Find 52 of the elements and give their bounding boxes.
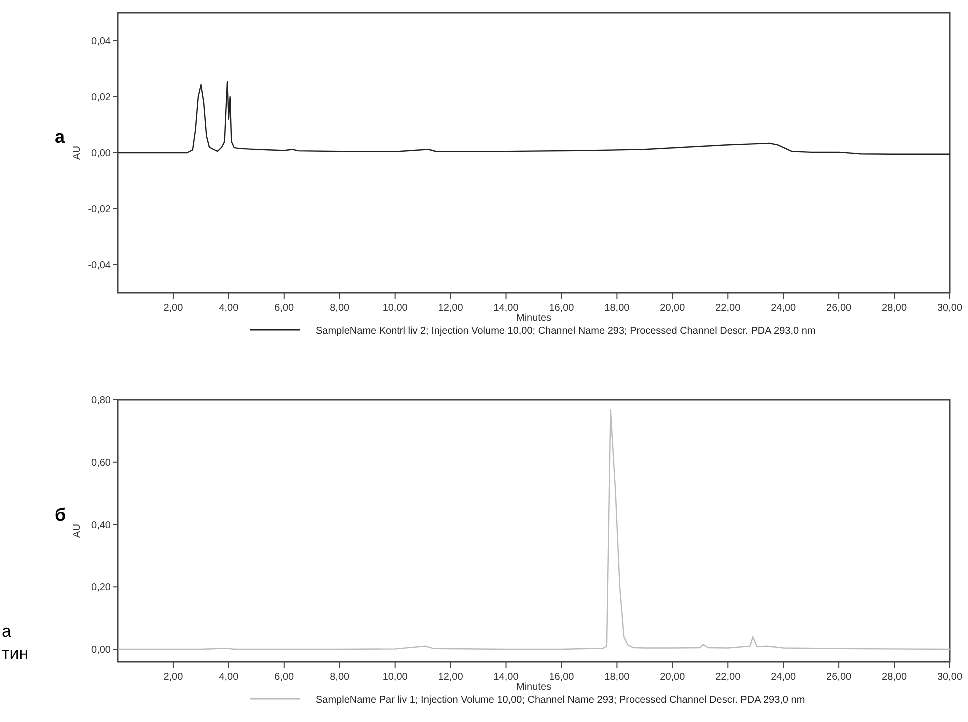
x-tick-label: 2,00 [164, 303, 184, 314]
text: тин [2, 644, 29, 663]
x-tick-label: 8,00 [330, 303, 350, 314]
x-tick-label: 26,00 [826, 303, 852, 314]
x-tick-label: 12,00 [438, 303, 464, 314]
x-tick-label: 8,00 [330, 672, 350, 683]
x-tick-label: 2,00 [164, 672, 184, 683]
y-tick-label: 0,20 [92, 582, 112, 594]
x-axis-title: Minutes [516, 682, 552, 693]
x-tick-label: 18,00 [604, 303, 630, 314]
x-tick-label: 4,00 [219, 672, 240, 683]
y-tick-label: 0,00 [92, 645, 112, 656]
y-axis-title: AU [72, 524, 83, 538]
y-tick-label: 0,00 [92, 148, 112, 160]
text: б [55, 505, 66, 525]
text: а [55, 127, 66, 147]
y-tick-label: 0,04 [92, 36, 112, 48]
x-tick-label: 24,00 [771, 672, 797, 683]
legend-label: SampleName Par liv 1; Injection Volume 10,00; Channel Name 293; Processed Channel Descr. PDA 293,0 nm [316, 695, 806, 706]
x-tick-label: 22,00 [716, 672, 742, 683]
x-tick-label: 30,00 [937, 303, 963, 314]
y-tick-label: 0,02 [92, 92, 112, 104]
x-tick-label: 22,00 [716, 303, 742, 314]
line-series [117, 409, 951, 650]
y-axis-title: AU [72, 146, 83, 160]
legend-label: SampleName Kontrl liv 2; Injection Volume 10,00; Channel Name 293; Processed Channel Descr. PDA 293,0 nm [316, 326, 816, 337]
x-tick-label: 28,00 [882, 672, 908, 683]
x-tick-label: 14,00 [494, 672, 520, 683]
x-tick-label: 6,00 [274, 303, 295, 314]
line-series [117, 81, 951, 155]
x-tick-label: 18,00 [604, 672, 630, 683]
y-tick-label: 0,60 [92, 458, 112, 469]
x-tick-label: 6,00 [274, 672, 295, 683]
x-axis-title: Minutes [516, 313, 552, 324]
x-tick-label: 26,00 [826, 672, 852, 683]
x-tick-label: 28,00 [882, 303, 908, 314]
y-tick-label: 0,40 [92, 520, 112, 532]
y-tick-label: -0,04 [88, 260, 112, 272]
x-tick-label: 20,00 [660, 303, 686, 314]
x-tick-label: 10,00 [382, 303, 408, 314]
x-tick-label: 10,00 [382, 672, 408, 683]
y-tick-label: -0,02 [88, 204, 112, 216]
x-tick-label: 20,00 [660, 672, 686, 683]
x-tick-label: 16,00 [549, 303, 575, 314]
x-tick-label: 4,00 [219, 303, 240, 314]
x-tick-label: 12,00 [438, 672, 464, 683]
x-tick-label: 30,00 [937, 672, 963, 683]
x-tick-label: 24,00 [771, 303, 797, 314]
x-tick-label: 14,00 [494, 303, 520, 314]
text: а [2, 622, 12, 641]
x-tick-label: 16,00 [549, 672, 575, 683]
y-tick-label: 0,80 [92, 396, 112, 406]
